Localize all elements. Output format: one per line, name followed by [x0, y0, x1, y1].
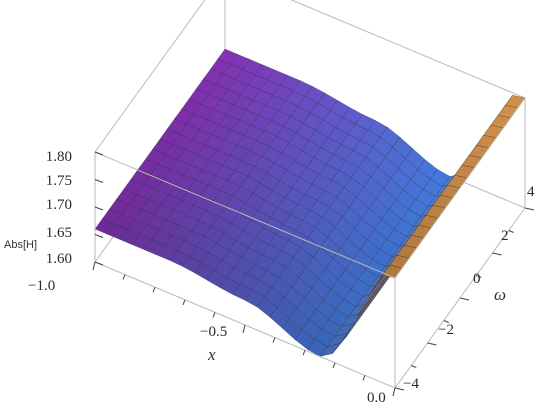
tick-mark [476, 275, 482, 278]
x-tick-label: −1.0 [28, 278, 55, 294]
box-edge [94, 151, 396, 279]
tick-mark [94, 261, 104, 266]
tick-mark [302, 350, 306, 356]
tick-mark [182, 299, 186, 305]
bounding-box-front [92, 97, 535, 397]
tick-mark [94, 234, 104, 238]
z-tick-label: 1.75 [46, 173, 72, 189]
z-tick-label: 1.60 [46, 251, 72, 267]
tick-mark [122, 274, 126, 280]
tick-mark [94, 206, 104, 211]
tick-mark [394, 387, 405, 391]
z-tick-label: 1.70 [46, 197, 72, 213]
x-tick-label: −0.5 [200, 324, 227, 340]
tick-mark [392, 387, 396, 397]
tick-mark [152, 287, 156, 293]
tick-mark [427, 342, 437, 346]
tick-mark [332, 362, 336, 368]
tick-mark [92, 261, 96, 271]
tick-mark [94, 151, 104, 156]
y-tick-label: 4 [527, 184, 535, 200]
tick-mark [94, 179, 104, 183]
tick-mark [459, 297, 470, 301]
z-tick-label: 1.80 [46, 149, 72, 165]
y-axis-label: ω [494, 285, 506, 304]
y-tick-label: 0 [473, 271, 481, 287]
tick-mark [492, 252, 502, 256]
z-tick-label: 1.65 [46, 225, 72, 241]
tick-mark [411, 365, 417, 368]
tick-mark [443, 320, 449, 323]
tick-mark [242, 324, 246, 334]
tick-mark [362, 375, 366, 381]
z-axis-label: Abs[H] [4, 239, 37, 251]
tick-mark [212, 312, 216, 318]
y-tick-label: 2 [501, 228, 509, 244]
box-edge [94, 0, 206, 153]
tick-mark [524, 207, 535, 211]
box-edge [290, 0, 526, 99]
box-edge [394, 97, 526, 279]
tick-mark [272, 337, 276, 343]
y-tick-label: −2 [438, 322, 454, 338]
x-tick-label: 0.0 [367, 390, 386, 406]
tick-mark [508, 230, 514, 233]
surface-mesh [94, 48, 526, 357]
x-axis-label: x [207, 345, 216, 364]
y-tick-label: −4 [403, 376, 419, 392]
